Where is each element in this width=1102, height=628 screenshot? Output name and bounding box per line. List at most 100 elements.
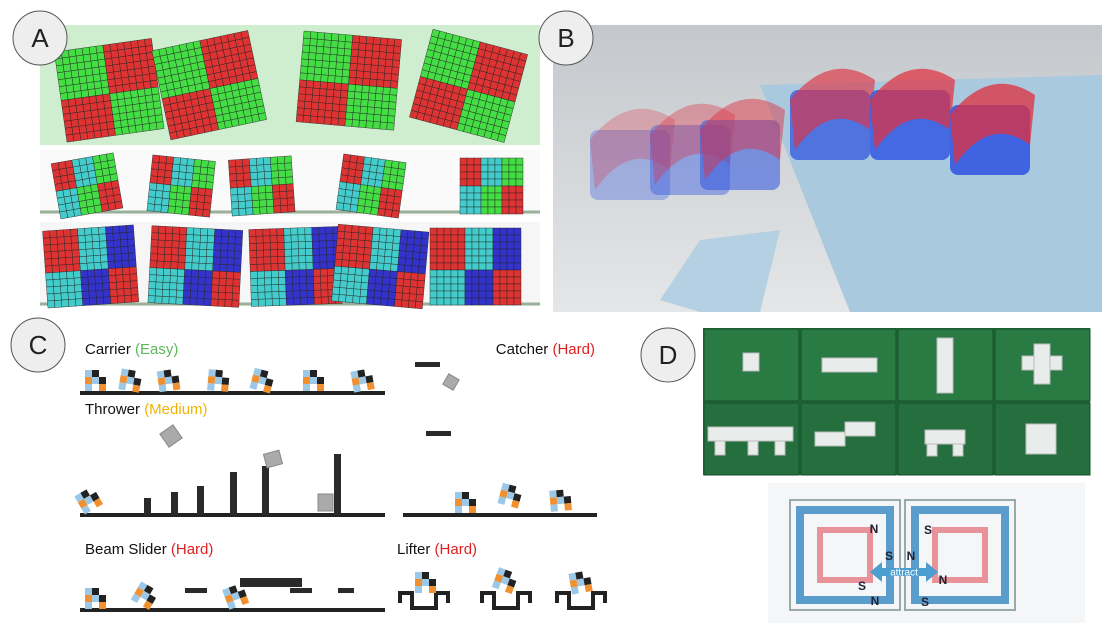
voxel xyxy=(341,160,350,169)
voxel xyxy=(464,283,473,292)
voxel xyxy=(376,79,385,88)
voxel xyxy=(148,182,158,191)
module xyxy=(156,370,165,379)
voxel xyxy=(128,125,137,134)
voxel xyxy=(352,288,361,297)
module xyxy=(92,370,99,377)
voxel xyxy=(322,46,331,55)
module xyxy=(576,578,585,587)
voxel xyxy=(459,185,468,194)
voxel xyxy=(457,276,466,285)
voxel xyxy=(108,275,117,283)
voxel xyxy=(144,87,153,97)
voxel xyxy=(492,234,501,243)
task-name: Catcher xyxy=(496,341,549,358)
voxel xyxy=(126,111,135,120)
voxel xyxy=(515,206,524,215)
voxel xyxy=(250,179,259,187)
voxel xyxy=(249,250,257,258)
voxel xyxy=(351,190,360,199)
voxel xyxy=(66,91,76,100)
voxel xyxy=(492,227,501,236)
voxel xyxy=(158,225,167,234)
voxel xyxy=(386,228,395,237)
voxel xyxy=(271,177,280,186)
voxel xyxy=(230,194,239,203)
voxel xyxy=(373,107,382,116)
panel-label: C xyxy=(29,330,48,360)
module xyxy=(303,370,310,377)
voxel xyxy=(369,164,378,173)
voxel xyxy=(429,283,438,292)
voxel xyxy=(151,225,160,234)
voxel xyxy=(466,206,475,215)
voxel xyxy=(235,229,244,238)
voxel xyxy=(71,201,81,210)
voxel xyxy=(186,227,195,236)
voxel xyxy=(238,207,247,216)
voxel xyxy=(168,296,177,305)
voxel xyxy=(501,157,510,166)
voxel xyxy=(429,290,438,299)
voxel xyxy=(457,241,466,250)
voxel xyxy=(114,260,123,269)
voxel xyxy=(311,226,320,235)
voxel xyxy=(471,297,480,306)
voxel xyxy=(457,269,466,278)
voxel xyxy=(80,171,90,180)
voxel xyxy=(106,247,115,255)
voxel xyxy=(122,83,131,93)
voxel xyxy=(364,240,373,249)
voxel xyxy=(273,205,282,214)
voxel xyxy=(116,288,125,297)
cube-module xyxy=(742,352,760,372)
voxel xyxy=(350,232,359,241)
voxel xyxy=(176,192,185,201)
voxel xyxy=(177,178,186,187)
voxel xyxy=(86,131,95,140)
voxel xyxy=(213,235,222,244)
voxel xyxy=(77,235,86,243)
voxel xyxy=(185,234,194,243)
voxel xyxy=(47,300,56,309)
voxel xyxy=(196,297,205,306)
voxel xyxy=(515,185,524,194)
voxel xyxy=(478,248,487,257)
attract-label: attract xyxy=(890,568,918,579)
voxel xyxy=(100,160,109,170)
voxel xyxy=(378,201,387,210)
voxel xyxy=(513,255,522,264)
voxel xyxy=(478,297,487,306)
voxel xyxy=(82,53,92,63)
voxel xyxy=(73,90,83,99)
voxel xyxy=(197,290,205,299)
voxel xyxy=(155,190,164,199)
voxel xyxy=(303,108,312,117)
voxel xyxy=(193,227,202,236)
voxel xyxy=(363,206,372,215)
voxel xyxy=(285,183,294,192)
module xyxy=(130,593,141,604)
voxel xyxy=(339,97,348,106)
module xyxy=(511,499,520,509)
voxel xyxy=(515,199,524,208)
voxel xyxy=(277,163,286,171)
voxel xyxy=(78,249,87,257)
voxel xyxy=(155,281,164,290)
voxel xyxy=(169,191,178,200)
voxel xyxy=(501,185,510,194)
voxel-robot xyxy=(147,225,244,308)
voxel xyxy=(161,296,170,304)
magnet-label: S xyxy=(924,523,932,537)
voxel xyxy=(341,259,350,268)
module xyxy=(568,572,577,581)
voxel xyxy=(97,108,106,117)
voxel xyxy=(77,68,87,78)
voxel xyxy=(485,248,494,257)
voxel xyxy=(280,204,289,213)
voxel xyxy=(120,246,129,255)
voxel xyxy=(366,296,375,305)
voxel xyxy=(277,249,285,257)
modular-robot xyxy=(455,492,476,513)
voxel xyxy=(343,196,353,205)
